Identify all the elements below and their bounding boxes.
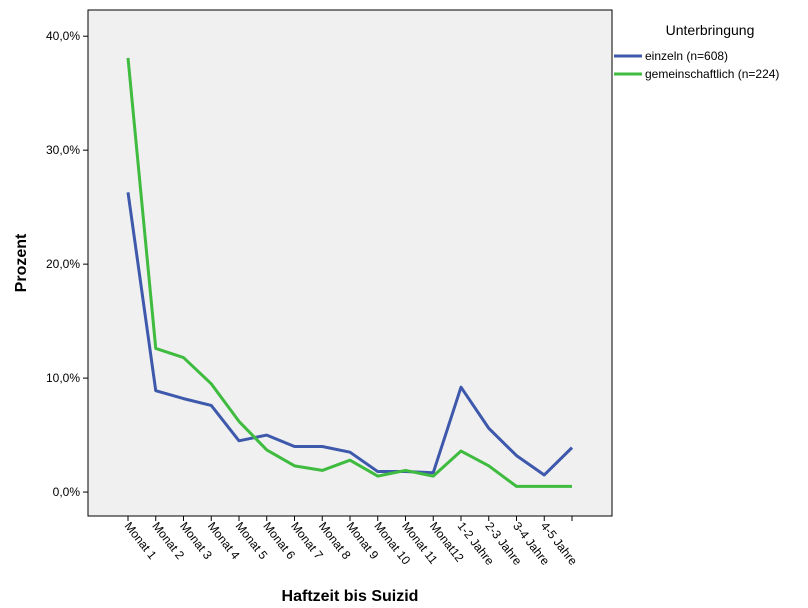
- plot-area: [87, 9, 613, 517]
- y-axis-title: Prozent: [13, 233, 30, 292]
- legend-label: einzeln (n=608): [645, 49, 728, 63]
- y-tick-label: 20,0%: [46, 257, 80, 271]
- y-tick-label: 10,0%: [46, 371, 80, 385]
- line-series: [126, 57, 572, 488]
- legend-title: Unterbringung: [666, 22, 755, 38]
- y-tick-label: 0,0%: [53, 485, 81, 499]
- line-series: [126, 192, 574, 477]
- y-tick-label: 30,0%: [46, 143, 80, 157]
- y-tick-label: 40,0%: [46, 29, 80, 43]
- legend-label: gemeinschaftlich (n=224): [645, 67, 779, 81]
- x-axis-title: Haftzeit bis Suizid: [282, 588, 419, 605]
